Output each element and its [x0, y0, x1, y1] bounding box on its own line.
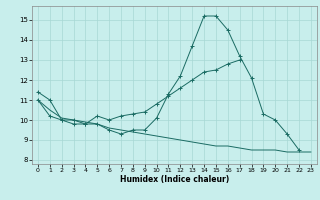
X-axis label: Humidex (Indice chaleur): Humidex (Indice chaleur) [120, 175, 229, 184]
